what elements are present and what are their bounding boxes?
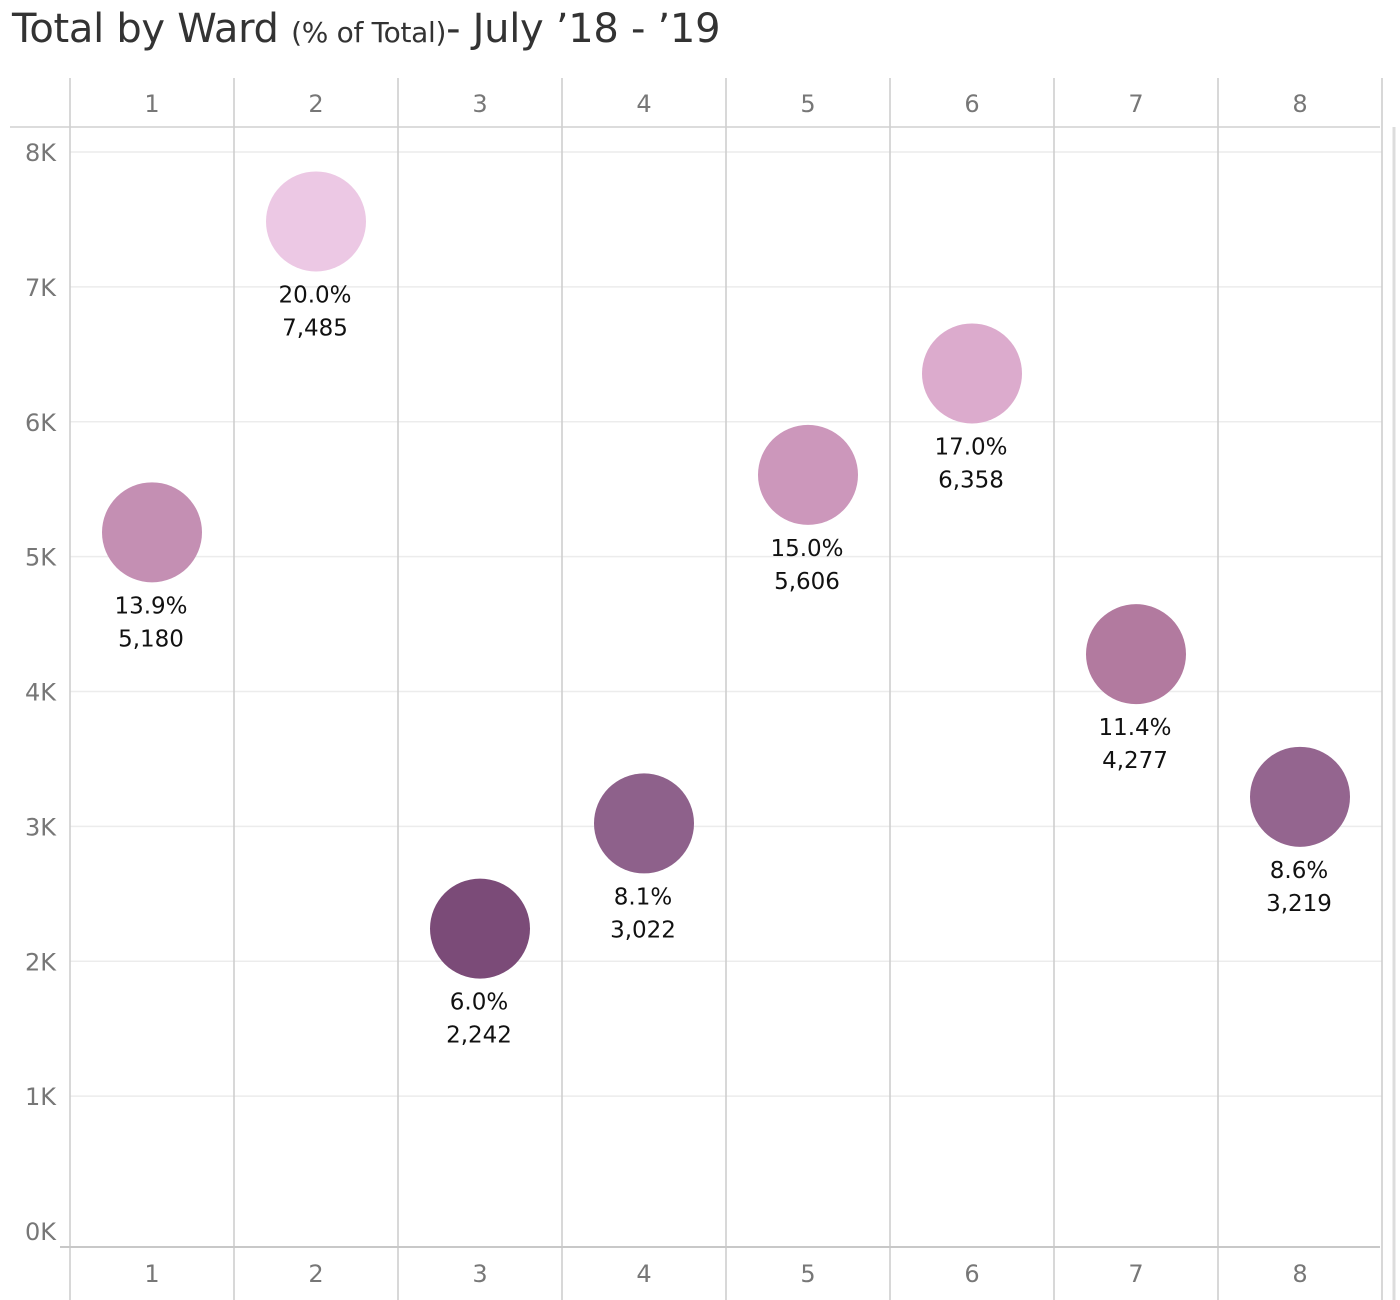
data-label-percent: 8.1% [614,884,672,910]
data-point [430,878,530,979]
x-header-label: 5 [800,90,815,118]
y-tick-label: 1K [25,1083,57,1111]
data-label-value: 3,219 [1266,891,1332,917]
data-point [758,424,858,525]
y-tick-label: 2K [25,948,57,976]
data-label-percent: 15.0% [770,536,843,562]
data-point [102,482,202,583]
x-header-label: 6 [964,90,979,118]
x-footer-label: 8 [1292,1260,1307,1288]
data-point [922,323,1022,424]
data-label-percent: 20.0% [278,282,351,308]
data-point [1250,746,1350,847]
data-label-percent: 8.6% [1270,858,1328,884]
y-tick-label: 3K [25,813,57,841]
data-label-value: 5,180 [118,626,184,652]
chart-title-main: Total by Ward [12,6,279,52]
y-tick-label: 0K [25,1218,57,1246]
x-header-label: 8 [1292,90,1307,118]
x-footer-label: 5 [800,1260,815,1288]
y-tick-label: 6K [25,409,57,437]
y-tick-label: 8K [25,139,57,167]
y-tick-label: 4K [25,679,57,707]
x-header-label: 3 [472,90,487,118]
data-point [1086,604,1186,705]
data-label-value: 6,358 [938,467,1004,493]
x-header-label: 1 [144,90,159,118]
x-footer-label: 2 [308,1260,323,1288]
chart-title-sub: (% of Total) [291,16,447,49]
data-label-value: 2,242 [446,1023,512,1049]
data-point [594,773,694,874]
data-label-percent: 6.0% [450,990,508,1016]
data-label-value: 3,022 [610,917,676,943]
data-point [266,171,366,272]
x-footer-label: 3 [472,1260,487,1288]
y-tick-label: 7K [25,274,57,302]
chart-title-suffix: - July ’18 - ’19 [446,6,721,52]
data-label-percent: 13.9% [114,593,187,619]
data-label-value: 4,277 [1102,748,1168,774]
x-footer-label: 7 [1128,1260,1143,1288]
data-label-percent: 11.4% [1098,715,1171,741]
data-label-percent: 17.0% [934,434,1007,460]
x-header-label: 4 [636,90,651,118]
x-header-label: 7 [1128,90,1143,118]
y-tick-label: 5K [25,544,57,572]
x-footer-label: 6 [964,1260,979,1288]
data-label-value: 7,485 [282,315,348,341]
chart-title: Total by Ward (% of Total)- July ’18 - ’… [12,6,721,52]
data-label-value: 5,606 [774,569,840,595]
x-header-label: 2 [308,90,323,118]
x-footer-label: 1 [144,1260,159,1288]
x-footer-label: 4 [636,1260,651,1288]
